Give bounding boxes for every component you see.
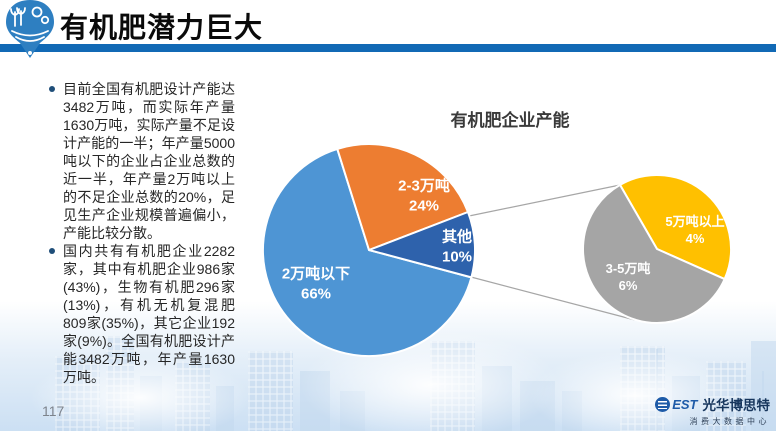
- connector-line-bottom: [470, 276, 636, 321]
- slice-name: 2万吨以下: [281, 265, 351, 283]
- main-pie-slice-2: [368, 211, 476, 279]
- main-pie: [261, 143, 476, 357]
- slice-name: 5万吨以上: [665, 214, 725, 230]
- field-rows-icon: [11, 30, 49, 42]
- chart-title: 有机肥企业产能: [450, 111, 570, 130]
- secondary-pie-slice-1: [582, 183, 726, 324]
- bullet-item-companies: 国内共有有机肥企业2282家，其中有机肥企业986家(43%)，生物有机肥296…: [47, 242, 235, 386]
- slice-percent: 66%: [300, 285, 332, 302]
- slice-percent: 10%: [441, 248, 473, 265]
- background-glow: [30, 355, 250, 431]
- best-logo-text: EST: [672, 396, 698, 412]
- best-logo: EST 光华博思特 消费大数据中心: [655, 394, 770, 427]
- page-number: 117: [42, 403, 65, 419]
- company-name: 光华博思特: [702, 398, 771, 413]
- skyline-building: [248, 351, 293, 431]
- header-divider-rule: [0, 44, 776, 52]
- secondary-pie-slice-0: [619, 174, 732, 281]
- pie-label-over-50kt: 5万吨以上 4%: [665, 214, 724, 248]
- slice-percent: 4%: [685, 231, 705, 246]
- skyline-lamppost: [762, 371, 764, 431]
- gear-icon: [40, 15, 50, 25]
- brand-balloon-icon: [6, 0, 54, 58]
- pie-label-20-30kt: 2-3万吨 24%: [398, 177, 450, 216]
- slice-percent: 24%: [408, 197, 440, 214]
- slice-name: 2-3万吨: [398, 177, 450, 195]
- bullet-item-capacity: 目前全国有机肥设计产能达3482万吨，而实际年产量1630万吨，实际产量不足设计…: [47, 80, 235, 242]
- wheat-icon: [10, 7, 26, 27]
- best-logo-row: EST 光华博思特: [655, 394, 770, 414]
- slide-title: 有机肥潜力巨大: [60, 12, 264, 43]
- balloon-tip-dot: [28, 51, 32, 55]
- main-pie-slice-0: [261, 147, 473, 357]
- pie-label-30-50kt: 3-5万吨 6%: [606, 261, 651, 295]
- pie-label-under-20kt: 2万吨以下 66%: [282, 265, 350, 304]
- bullet-list: 目前全国有机肥设计产能达3482万吨，而实际年产量1630万吨，实际产量不足设计…: [47, 80, 235, 386]
- slice-percent: 6%: [618, 278, 638, 293]
- slice-name: 其他: [441, 228, 472, 246]
- secondary-pie: [582, 174, 732, 324]
- background-glow: [530, 350, 740, 431]
- company-subtitle: 消费大数据中心: [689, 417, 770, 426]
- connector-line-top: [468, 184, 621, 217]
- pie-label-other: 其他 10%: [442, 228, 472, 267]
- gear-icon: [31, 6, 43, 18]
- best-logo-icon: [655, 396, 671, 412]
- slice-name: 3-5万吨: [605, 261, 651, 277]
